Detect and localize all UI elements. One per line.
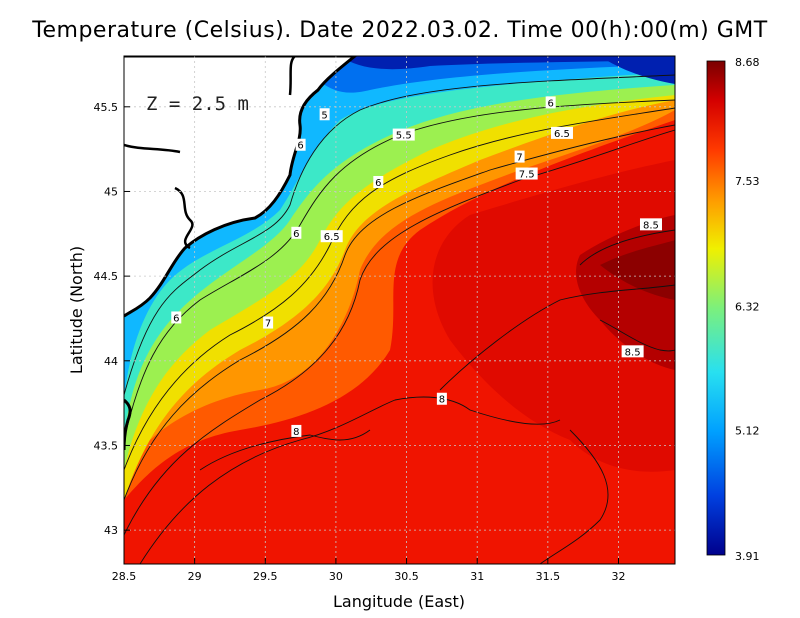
contour-label-bg [545,96,556,109]
y-tick-label: 44.5 [94,270,119,283]
x-axis-ticks: 28.5 29 29.5 30 30.5 31 31.5 32 [112,558,625,583]
contour-label: 8.5 [621,345,644,358]
contour-label: 6 [545,96,556,109]
y-tick-label: 44 [104,355,118,368]
y-axis-label: Latitude (North) [67,246,86,374]
x-tick-label: 31 [470,570,484,583]
contour-label: 5.5 [392,128,415,142]
contour-label-bg [319,108,330,121]
x-tick-label: 31.5 [536,570,561,583]
y-tick-label: 43.5 [94,439,119,452]
x-tick-label: 30.5 [394,570,419,583]
contour-label-text: 6.5 [554,129,570,140]
contour-label-text: 7 [516,153,522,164]
contour-label-bg [320,230,343,243]
contour-label-text: 6 [293,229,299,240]
contour-label-bg [291,424,302,437]
x-tick-label: 29.5 [253,570,278,583]
x-tick-label: 30 [329,570,343,583]
contour-label-text: 7 [265,319,271,330]
x-tick-label: 29 [188,570,202,583]
y-tick-label: 43 [104,524,118,537]
contour-label-text: 8 [293,427,299,438]
contour-label: 6 [373,176,384,189]
contour-label-bg [515,167,538,180]
contour-label-text: 6 [173,313,179,324]
y-tick-label: 45.5 [94,101,119,114]
x-axis-label: Langitude (East) [333,592,465,611]
contour-label-text: 8 [439,395,445,406]
contour-label: 8.5 [639,218,662,231]
contour-label: 6.5 [550,126,573,140]
contour-label-bg [392,128,415,141]
contour-label: 6 [295,138,306,152]
contour-labels: 5 6 5.5 6 6.5 7 7.5 6 6 6.5 8.5 6 7 8.5 8 8 [171,96,662,438]
contour-label-text: 6.5 [324,232,340,243]
x-tick-label: 32 [611,570,625,583]
colorbar [706,60,726,556]
contour-label-text: 6 [375,178,381,189]
colorbar-tick-label: 8.68 [735,56,760,69]
contour-label-bg [263,316,274,329]
depth-label: Z = 2.5 m [146,93,249,115]
contour-label-text: 5 [321,110,327,121]
contour-label: 5 [319,108,330,121]
contour-label-bg [436,392,447,405]
contour-label-text: 7.5 [519,170,535,181]
contour-label: 6 [171,311,182,324]
contour-label: 8 [291,424,302,438]
contour-label-text: 5.5 [396,131,412,142]
contour-label: 6.5 [320,230,343,243]
contour-label: 7.5 [515,167,538,181]
contour-label-bg [514,150,525,163]
coastline [124,56,358,318]
contour-label-bg [171,311,182,324]
contour-label-text: 6 [297,141,303,152]
colorbar-tick-label: 3.91 [735,550,760,563]
plot-frame [123,55,676,565]
contour-label: 6 [291,226,302,240]
y-axis-ticks: 43 43.5 44 44.5 45 45.5 [94,101,130,537]
contour-label-bg [550,126,573,139]
colorbar-tick-label: 6.32 [735,300,760,313]
contour-label-bg [373,176,384,188]
contour-label-text: 8.5 [643,220,659,231]
contour-lines [124,74,675,564]
contour-label-bg [639,218,662,231]
contour-label: 8 [436,392,447,406]
x-tick-label: 28.5 [112,570,137,583]
contour-label-bg [621,345,644,358]
contour-label: 7 [514,150,525,164]
colorbar-tick-labels: 8.68 7.53 6.32 5.12 3.91 [735,56,760,563]
contour-label-text: 6 [547,98,553,109]
contour-label-bg [295,138,306,151]
contour-label: 7 [263,316,274,330]
colorbar-tick-label: 7.53 [735,175,760,188]
contour-label-text: 8.5 [625,347,641,358]
colorbar-tick-label: 5.12 [735,425,760,438]
land-mass [124,56,358,451]
grid-lines [123,56,675,564]
y-tick-label: 45 [104,185,118,198]
chart-title: Temperature (Celsius). Date 2022.03.02. … [32,18,768,43]
contour-label-bg [291,226,302,239]
